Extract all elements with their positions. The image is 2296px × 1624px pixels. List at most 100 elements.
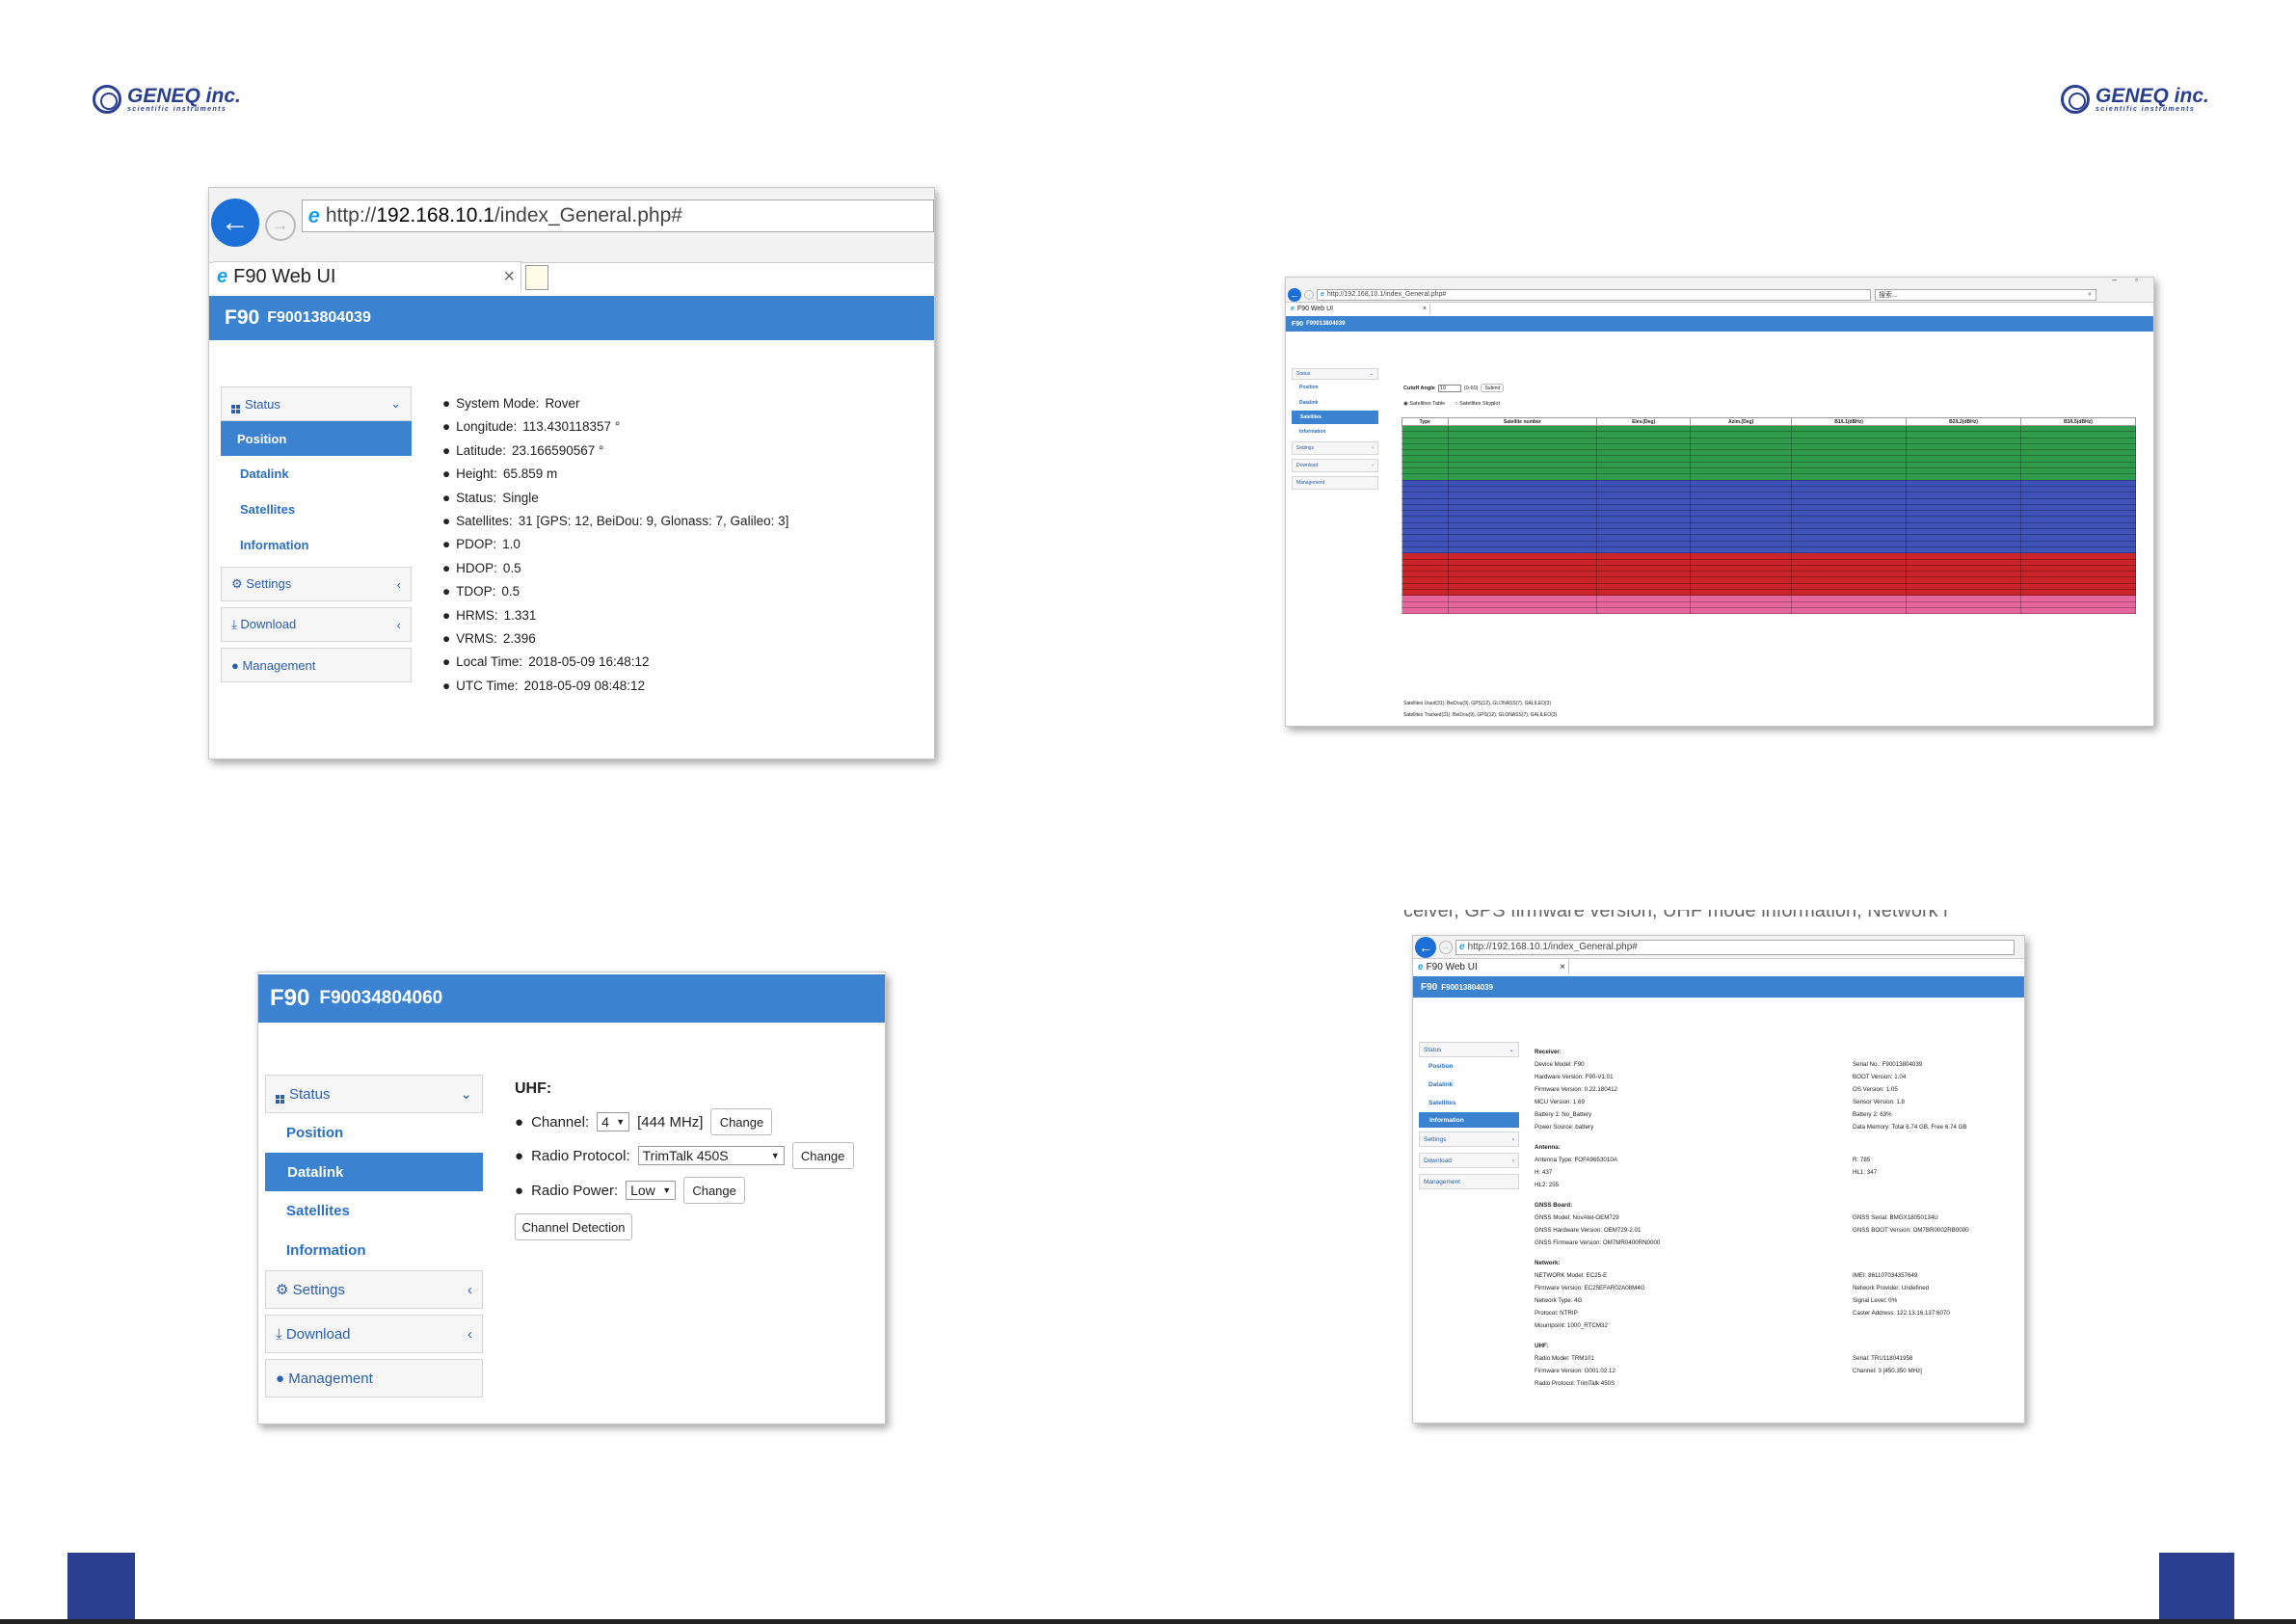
bullet-icon: ● — [442, 396, 451, 411]
table-cell — [1447, 449, 1598, 457]
table-cell — [1596, 424, 1692, 433]
info-line: Firmware Version: 0.22.180412 — [1535, 1086, 1617, 1093]
menu-management[interactable]: ● Management — [265, 1359, 483, 1398]
menu-information-label: Information — [286, 1242, 366, 1259]
close-icon[interactable]: × — [1560, 961, 1565, 972]
menu-satellites[interactable]: Satellites — [1292, 411, 1378, 424]
download-icon: ⤓ — [276, 1325, 286, 1343]
power-change-button[interactable]: Change — [683, 1177, 746, 1204]
back-icon[interactable]: ← — [1288, 287, 1301, 302]
submit-button[interactable]: Submit — [1481, 384, 1505, 392]
channel-detection-button[interactable]: Channel Detection — [515, 1213, 632, 1240]
forward-icon[interactable]: → — [264, 209, 296, 241]
field-value: 31 [GPS: 12, BeiDou: 9, Glonass: 7, Gali… — [518, 514, 789, 529]
menu-settings[interactable]: Settings ‹ — [1292, 441, 1378, 455]
maximize-icon[interactable]: ▫ — [2135, 277, 2138, 284]
info-line: GNSS Serial: BMGX18050134U — [1853, 1214, 1938, 1221]
menu-settings[interactable]: ⚙ Settings ‹ — [221, 567, 412, 601]
menu-information[interactable]: Information — [1292, 424, 1378, 439]
protocol-select[interactable]: TrimTalk 450S ▼ — [637, 1146, 785, 1165]
power-select[interactable]: Low ▼ — [626, 1181, 677, 1200]
caption-text: ceiver, GPS firmware version, UHF mode i… — [1403, 910, 1948, 921]
menu-satellites[interactable]: Satellites — [221, 492, 412, 527]
bullet-icon: ● — [442, 514, 451, 529]
url-field[interactable]: e http://192.168.10.1/index_General.php# — [1455, 939, 2015, 955]
menu-download[interactable]: Download ‹ — [1292, 459, 1378, 472]
info-line: Network Provider: Undefined — [1853, 1285, 1930, 1291]
menu-position[interactable]: Position — [221, 421, 412, 456]
radio-satellites-table[interactable]: ◉ Satellites Table — [1403, 401, 1446, 407]
menu-information[interactable]: Information — [1419, 1112, 1519, 1128]
back-icon[interactable]: ← — [211, 198, 259, 247]
info-line: Radio Protocol: TrimTalk 450S — [1535, 1380, 1615, 1387]
field-value: 2018-05-09 16:48:12 — [528, 654, 650, 670]
menu-satellites[interactable]: Satellites — [265, 1191, 483, 1231]
menu-settings[interactable]: Settings ‹ — [1419, 1131, 1519, 1147]
menu-management[interactable]: ● Management — [221, 648, 412, 682]
protocol-row: ● Radio Protocol: TrimTalk 450S ▼ Change — [515, 1138, 854, 1173]
menu-management[interactable]: Management — [1419, 1174, 1519, 1189]
menu-information-label: Information — [240, 538, 309, 552]
sat-tracked: Satellites Tracked(31): BeiDou(9), GPS(1… — [1403, 712, 1558, 718]
back-icon[interactable]: ← — [1415, 936, 1436, 958]
menu-status[interactable]: Status ⌄ — [1292, 368, 1378, 380]
menu-download[interactable]: ⤓ Download ‹ — [265, 1315, 483, 1353]
table-cell — [1596, 442, 1692, 451]
uhf-title: UHF: — [515, 1080, 552, 1097]
field-value: 23.166590567 ° — [511, 442, 604, 458]
browser-tab[interactable]: e F90 Web UI × — [1288, 304, 1430, 314]
browser-tab[interactable]: e F90 Web UI × — [213, 261, 521, 292]
menu-information[interactable]: Information — [265, 1231, 483, 1270]
url-path: /index_General.php# — [494, 203, 682, 226]
sidebar-menu: Status ⌄ Position Datalink Satellites Inf… — [221, 386, 412, 682]
table-cell — [1596, 485, 1692, 493]
menu-status[interactable]: Status ⌄ — [1419, 1042, 1519, 1057]
new-tab-icon[interactable] — [525, 265, 548, 290]
minimize-icon[interactable]: – — [2112, 277, 2117, 284]
field-value: 2.396 — [502, 631, 536, 647]
url-prefix: http:// — [325, 203, 377, 226]
forward-icon[interactable]: → — [1304, 289, 1314, 300]
url-text: http://192.168.10.1/index_General.php# — [1467, 942, 1638, 952]
search-field[interactable]: 搜索... ⌕ — [1875, 288, 2096, 301]
menu-management[interactable]: Management — [1292, 476, 1378, 490]
table-row — [1402, 473, 2136, 481]
menu-information[interactable]: Information — [221, 527, 412, 563]
close-icon[interactable]: × — [503, 266, 515, 287]
menu-settings-label: Settings — [1296, 445, 1315, 451]
close-icon[interactable]: × — [1422, 306, 1427, 312]
menu-datalink[interactable]: Datalink — [1419, 1076, 1519, 1094]
channel-select[interactable]: 4 ▼ — [597, 1112, 630, 1131]
menu-datalink[interactable]: Datalink — [221, 456, 412, 492]
menu-status[interactable]: Status ⌄ — [221, 386, 412, 421]
view-radios: ◉ Satellites Table ○ Satellites Skyplot — [1403, 401, 1500, 407]
menu-download[interactable]: Download ‹ — [1419, 1153, 1519, 1168]
protocol-change-button[interactable]: Change — [791, 1142, 854, 1169]
dropdown-arrow-icon: ▼ — [770, 1151, 780, 1160]
url-field[interactable]: e http://192.168.10.1/index_General.php# — [301, 199, 934, 232]
forward-icon[interactable]: → — [1439, 940, 1453, 954]
menu-position[interactable]: Position — [1419, 1057, 1519, 1076]
logo-tagline: scientific instruments — [2096, 106, 2196, 113]
column-header: Azim.(Deg) — [1690, 417, 1793, 426]
search-icon[interactable]: ⌕ — [2088, 290, 2092, 298]
menu-datalink[interactable]: Datalink — [1292, 395, 1378, 411]
menu-position[interactable]: Position — [1292, 380, 1378, 395]
menu-status[interactable]: Status ⌄ — [265, 1075, 483, 1113]
browser-tab[interactable]: e F90 Web UI × — [1415, 959, 1569, 974]
menu-settings[interactable]: ⚙ Settings ‹ — [265, 1270, 483, 1309]
table-cell — [2020, 461, 2136, 469]
channel-change-button[interactable]: Change — [710, 1108, 773, 1135]
info-line: Channel: 3 [450.350 MHz] — [1853, 1368, 1922, 1374]
table-row — [1402, 455, 2136, 463]
radio-satellites-skyplot[interactable]: ○ Satellites Skyplot — [1455, 401, 1500, 407]
menu-datalink[interactable]: Datalink — [265, 1153, 483, 1191]
chevron-down-icon: ⌄ — [460, 1086, 472, 1103]
menu-position[interactable]: Position — [265, 1113, 483, 1153]
url-field[interactable]: e http://192.168.10.1/index_General.php# — [1317, 288, 1871, 301]
cutoff-input[interactable]: 10 — [1437, 384, 1461, 392]
field-row: ● Latitude: 23.166590567 ° — [442, 439, 788, 463]
menu-download[interactable]: ⤓ Download ‹ — [221, 607, 412, 642]
menu-satellites[interactable]: Satellites — [1419, 1094, 1519, 1112]
info-line: GNSS BOOT Version: OM7BR0002RB0000 — [1853, 1227, 1969, 1234]
